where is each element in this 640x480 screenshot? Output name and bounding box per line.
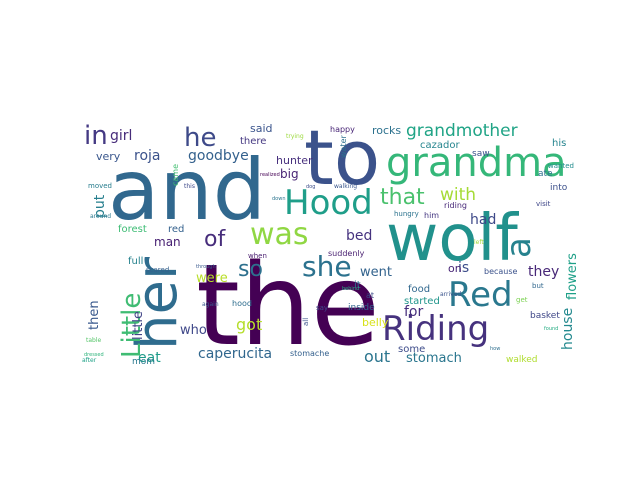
word-but: but <box>532 282 544 290</box>
word-grandma: grandma <box>386 140 567 186</box>
word-got: got <box>236 315 262 334</box>
word-forest: forest <box>118 224 147 235</box>
word-scared: scared <box>146 266 169 274</box>
word-food: food <box>408 284 430 295</box>
word-through: through <box>196 264 216 270</box>
word-a: a <box>499 237 539 258</box>
word-house: house <box>560 308 576 350</box>
word-goodbye: goodbye <box>188 148 249 164</box>
word-was: was <box>250 217 309 252</box>
word-all: all <box>302 318 310 326</box>
word-around: around <box>90 213 111 220</box>
word-of: of <box>204 227 226 252</box>
word-in: in <box>84 121 108 151</box>
word-realized: realized <box>260 172 280 178</box>
word-flowers: flowers <box>565 253 580 300</box>
word-riding: riding <box>444 201 467 210</box>
word-cazador: cazador <box>420 140 460 151</box>
word-bed: bed <box>346 228 372 244</box>
word-behind: behind <box>342 286 359 292</box>
word-hunter: hunter <box>276 154 313 167</box>
word-walking: walking <box>334 183 357 190</box>
word-saw: saw <box>472 149 490 159</box>
word-came: came <box>171 164 180 186</box>
word-then: then <box>87 300 102 330</box>
word-girl: girl <box>110 128 132 144</box>
word-at: at <box>366 291 374 300</box>
word-started: started <box>404 296 440 307</box>
word-him: him <box>424 211 439 220</box>
word-hungry: hungry <box>394 210 419 218</box>
word-his: his <box>552 138 566 149</box>
word-happy: happy <box>330 125 355 134</box>
word-man: man <box>154 235 181 249</box>
word-said: said <box>250 122 273 135</box>
word-little: little <box>131 311 146 340</box>
word-hood: hood <box>232 299 252 308</box>
word-ate: ate <box>538 169 553 179</box>
word-visit: visit <box>536 200 551 208</box>
word-wanted: wanted <box>548 162 574 170</box>
word-they: they <box>528 264 559 280</box>
word-big: big <box>280 167 299 181</box>
word-found: found <box>544 326 558 332</box>
word-some: some <box>398 344 425 355</box>
word-this: this <box>184 183 195 190</box>
word-belly: belly <box>362 316 389 329</box>
word-there: there <box>240 136 266 147</box>
word-very: very <box>96 150 121 163</box>
word-inside: inside <box>348 303 375 313</box>
word-when: when <box>248 252 267 260</box>
word-had: had <box>470 212 496 228</box>
word-on: on <box>448 262 462 275</box>
word-red: red <box>168 224 184 235</box>
word-who: who <box>180 323 207 338</box>
word-mom: mom <box>132 357 155 367</box>
word-so: so <box>238 257 263 282</box>
word-went: went <box>360 265 392 280</box>
word-arrived: arrived <box>440 291 461 298</box>
word-into: into <box>550 183 568 193</box>
word-moved: moved <box>88 182 112 190</box>
word-left: left <box>474 239 484 246</box>
word-basket: basket <box>530 311 560 321</box>
word-out: out <box>364 347 390 366</box>
word-that: that <box>380 185 425 210</box>
word-caperucita: caperucita <box>198 346 272 362</box>
word-rocks: rocks <box>372 124 401 137</box>
word-walked: walked <box>506 355 538 365</box>
word-were: were <box>196 271 228 286</box>
word-after: after <box>82 357 97 364</box>
word-water: water <box>339 134 348 158</box>
word-dog: dog <box>306 184 315 190</box>
word-suddenly: suddenly <box>328 249 365 258</box>
word-get: get <box>516 296 528 304</box>
word-how: how <box>490 346 500 352</box>
word-stomache: stomache <box>290 349 329 358</box>
word-trying: trying <box>286 133 304 140</box>
word-full: full <box>128 256 143 267</box>
word-riding: Riding <box>382 309 489 349</box>
word-table: table <box>86 337 102 344</box>
word-because: because <box>484 267 518 276</box>
word-roja: roja <box>134 148 160 164</box>
word-say: say <box>316 304 328 312</box>
word-again: again <box>202 301 219 308</box>
word-grandmother: grandmother <box>406 121 518 141</box>
word-down: down <box>272 196 286 202</box>
